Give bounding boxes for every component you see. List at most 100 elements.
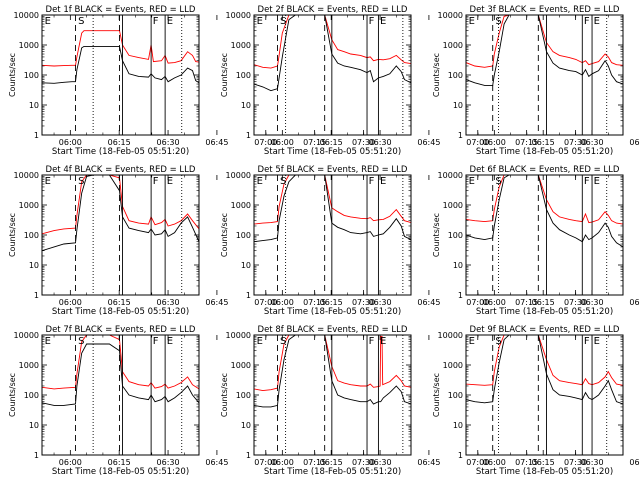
phase-marker-label: E [257, 176, 263, 187]
y-tick-label: 10000 [438, 11, 463, 20]
y-axis-label: Counts/sec [220, 53, 229, 97]
phase-marker-label: F [584, 176, 590, 187]
y-tick-label: 1 [458, 131, 463, 140]
x-tick-label: 07:30 [564, 458, 587, 467]
y-tick-label: 100 [24, 71, 39, 80]
y-tick-label: 10000 [14, 171, 39, 180]
y-tick-label: 10000 [438, 331, 463, 340]
series-line-events [254, 15, 411, 92]
phase-marker-label: E [594, 16, 600, 27]
x-tick-label: 07:15 [303, 298, 326, 307]
y-tick-label: 10000 [226, 11, 251, 20]
x-tick-label: 06:00 [59, 138, 82, 147]
y-tick-label: 1000 [19, 361, 39, 370]
chart-title: Det 8f BLACK = Events, RED = LLD [258, 325, 408, 335]
y-axis-label: Counts/sec [432, 213, 441, 257]
x-axis-label: Start Time (18-Feb-05 05:51:20) [476, 307, 613, 317]
y-tick-label: 1000 [19, 41, 39, 50]
chart-title: Det 1f BLACK = Events, RED = LLD [46, 5, 196, 15]
phase-marker-label: E [469, 16, 475, 27]
x-tick-label: 06:30 [157, 138, 180, 147]
x-tick-label: 06:45 [417, 458, 440, 467]
phase-marker-label: S [78, 176, 84, 187]
phase-marker-label: E [594, 336, 600, 347]
x-tick-label: 07:15 [515, 458, 538, 467]
y-tick-label: 100 [24, 391, 39, 400]
series-line-events [466, 175, 623, 248]
x-tick-label: 07:30 [564, 138, 587, 147]
phase-marker-label: E [167, 176, 173, 187]
y-tick-label: 10000 [226, 171, 251, 180]
y-tick-label: 1000 [231, 41, 251, 50]
phase-marker-label: F [584, 336, 590, 347]
y-tick-label: 100 [448, 231, 463, 240]
y-tick-label: 1000 [443, 361, 463, 370]
series-line-events [254, 335, 411, 408]
phase-marker-label: F [153, 176, 159, 187]
x-tick-label: 07:15 [303, 458, 326, 467]
x-tick-label: 07:00 [254, 138, 277, 147]
y-tick-label: 10 [29, 101, 39, 110]
phase-marker-label: S [280, 336, 286, 347]
x-tick-label: 07:30 [352, 458, 375, 467]
x-tick-label: 07:15 [303, 138, 326, 147]
series-line-events [466, 15, 623, 86]
phase-marker-label: S [78, 16, 84, 27]
x-tick-label: 07:00 [466, 298, 489, 307]
y-axis-label: Counts/sec [432, 373, 441, 417]
x-axis-label: Start Time (18-Feb-05 05:51:20) [264, 307, 401, 317]
y-tick-label: 10000 [226, 331, 251, 340]
y-tick-label: 100 [236, 231, 251, 240]
y-tick-label: 1 [246, 451, 251, 460]
series-line-lld [466, 175, 623, 225]
x-tick-label: 06:30 [369, 298, 392, 307]
phase-marker-label: E [380, 16, 386, 27]
series-line-lld [42, 335, 199, 390]
x-tick-label: 06:15 [108, 458, 131, 467]
chart-title: Det 4f BLACK = Events, RED = LLD [46, 165, 196, 175]
x-tick-label: 06:45 [205, 458, 228, 467]
x-axis-label: Start Time (18-Feb-05 05:51:20) [476, 147, 613, 157]
phase-marker-label: E [380, 176, 386, 187]
phase-marker-label: E [594, 176, 600, 187]
x-tick-label: 06:30 [157, 298, 180, 307]
x-tick-label: 06:30 [581, 298, 604, 307]
x-tick-label: 07:00 [254, 298, 277, 307]
x-tick-label: 06:15 [108, 138, 131, 147]
x-tick-label: 06:00 [59, 458, 82, 467]
chart-panel-3: ESFE11010010001000006:0006:1506:3006:450… [432, 5, 640, 157]
y-axis-label: Counts/sec [220, 213, 229, 257]
y-tick-label: 10 [453, 421, 463, 430]
x-tick-label: 07:00 [254, 458, 277, 467]
x-tick-label: 06:00 [483, 458, 506, 467]
phase-marker-label: F [369, 16, 375, 27]
x-tick-label: 07:15 [515, 298, 538, 307]
series-line-lld [42, 30, 199, 67]
series-line-lld [254, 175, 411, 225]
chart-title: Det 6f BLACK = Events, RED = LLD [470, 165, 620, 175]
y-tick-label: 10 [241, 421, 251, 430]
x-tick-label: 06:00 [271, 298, 294, 307]
x-tick-label: 06:15 [320, 298, 343, 307]
phase-marker-label: S [78, 336, 84, 347]
x-tick-label: 06:45 [629, 138, 640, 147]
x-axis-label: Start Time (18-Feb-05 05:51:20) [264, 147, 401, 157]
series-line-events [466, 335, 623, 405]
y-tick-label: 10 [241, 101, 251, 110]
x-tick-label: 06:30 [581, 458, 604, 467]
y-tick-label: 1 [458, 291, 463, 300]
y-tick-label: 1 [246, 131, 251, 140]
series-line-lld [466, 335, 623, 386]
y-axis-label: Counts/sec [8, 373, 17, 417]
series-line-events [42, 343, 199, 406]
phase-marker-label: S [495, 176, 501, 187]
x-tick-label: 06:15 [532, 458, 555, 467]
series-line-events [42, 175, 199, 252]
y-tick-label: 100 [236, 391, 251, 400]
series-line-lld [254, 15, 411, 69]
x-tick-label: 06:00 [483, 138, 506, 147]
